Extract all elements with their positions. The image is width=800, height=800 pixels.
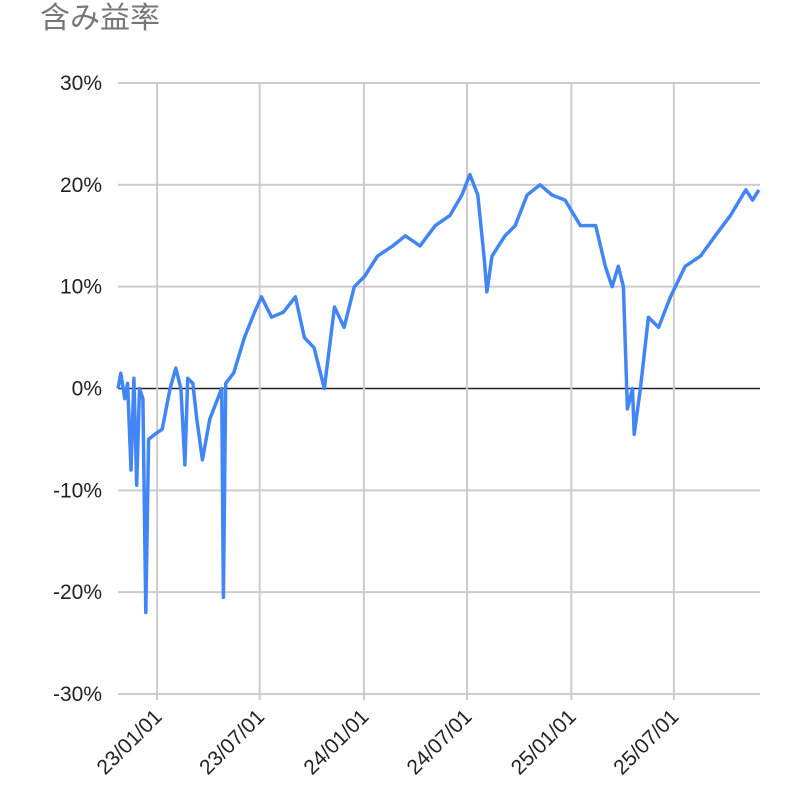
y-tick-label: 0%: [72, 378, 102, 401]
chart-title: 含み益率: [40, 2, 160, 35]
y-tick-label: -30%: [53, 683, 102, 706]
x-tick-label: 25/07/01: [609, 705, 683, 779]
x-tick-label: 25/01/01: [507, 705, 581, 779]
y-tick-label: 20%: [60, 174, 102, 197]
x-tick-label: 23/07/01: [195, 705, 269, 779]
x-tick-label: 24/01/01: [299, 705, 373, 779]
line: [116, 172, 761, 615]
x-tick-label: 24/07/01: [403, 705, 477, 779]
x-tick-label: 23/01/01: [93, 705, 167, 779]
y-tick-label: 30%: [60, 72, 102, 95]
y-tick-label: 10%: [60, 276, 102, 299]
y-tick-label: -20%: [53, 581, 102, 604]
y-tick-label: -10%: [53, 479, 102, 502]
